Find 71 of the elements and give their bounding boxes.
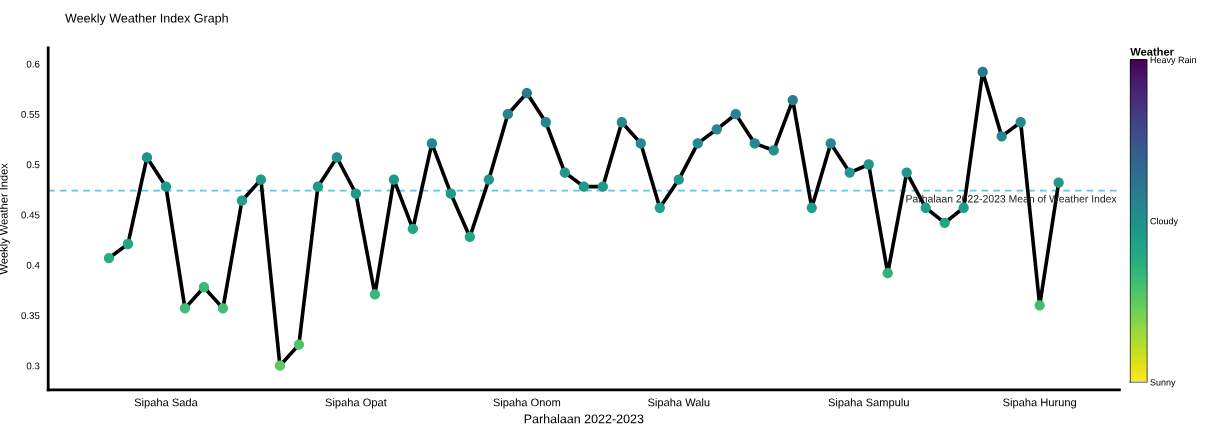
point xyxy=(540,117,551,128)
point xyxy=(217,303,229,314)
point xyxy=(939,217,950,229)
x-tick-label: Sipaha Sampulu xyxy=(828,398,909,409)
point xyxy=(787,94,798,106)
point xyxy=(711,124,722,135)
point xyxy=(692,138,703,149)
point xyxy=(749,138,760,149)
point xyxy=(578,181,589,192)
point xyxy=(483,174,494,185)
y-tick-label: 0.5 xyxy=(26,161,40,169)
x-tick-label: Sipaha Onom xyxy=(493,398,561,409)
y-tick-label: 0.3 xyxy=(26,362,40,370)
point xyxy=(806,202,817,213)
point xyxy=(1053,177,1064,188)
point xyxy=(350,188,362,199)
point xyxy=(996,131,1007,142)
y-tick-label: 0.6 xyxy=(26,60,40,68)
y-tick-label: 0.55 xyxy=(21,110,40,118)
point xyxy=(388,174,400,185)
point xyxy=(369,289,381,300)
point xyxy=(502,109,513,120)
point xyxy=(236,195,248,206)
point xyxy=(312,181,324,192)
point xyxy=(654,202,665,213)
point xyxy=(179,303,191,314)
point xyxy=(844,167,855,178)
point xyxy=(882,268,893,279)
y-axis-title: Weekly Weather Index xyxy=(0,163,10,275)
y-tick-label: 0.45 xyxy=(21,211,40,219)
point xyxy=(141,152,153,163)
point xyxy=(198,282,210,293)
point xyxy=(768,145,779,156)
color-bar-label: Heavy Rain xyxy=(1150,56,1197,65)
point xyxy=(977,66,988,78)
point xyxy=(597,181,608,192)
point xyxy=(616,117,627,128)
x-tick-label: Sipaha Sada xyxy=(134,398,198,409)
y-tick-label: 0.35 xyxy=(21,312,40,320)
x-tick-label: Sipaha Hurung xyxy=(1003,398,1077,409)
point xyxy=(730,109,741,120)
point xyxy=(426,138,438,149)
point xyxy=(559,167,570,178)
point xyxy=(255,174,267,185)
point xyxy=(122,238,134,250)
color-bar-title: Weather xyxy=(1130,47,1174,56)
x-axis-title: Parhalaan 2022-2023 xyxy=(524,414,644,424)
point xyxy=(673,174,684,185)
point xyxy=(958,202,969,213)
point xyxy=(331,152,343,163)
point xyxy=(863,159,874,170)
point xyxy=(1015,117,1026,128)
point xyxy=(901,167,912,178)
color-bar-label: Sunny xyxy=(1150,379,1176,388)
point xyxy=(407,223,419,235)
x-tick-label: Sipaha Opat xyxy=(325,398,387,409)
point xyxy=(464,231,476,243)
x-tick-label: Sipaha Walu xyxy=(648,398,710,409)
point xyxy=(103,252,115,264)
point xyxy=(920,202,931,213)
point xyxy=(1034,300,1045,311)
point xyxy=(160,181,172,192)
y-tick-label: 0.4 xyxy=(26,261,40,269)
point xyxy=(635,138,646,149)
color-bar-label: Cloudy xyxy=(1150,217,1179,227)
point xyxy=(445,188,457,199)
chart-title: Weekly Weather Index Graph xyxy=(65,13,228,26)
point xyxy=(293,339,305,350)
point xyxy=(274,360,286,371)
point xyxy=(521,87,532,99)
point xyxy=(825,138,836,149)
